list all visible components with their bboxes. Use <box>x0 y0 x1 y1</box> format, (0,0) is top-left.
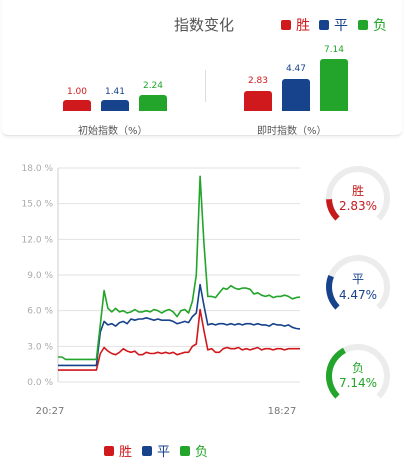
legend-square-icon <box>180 445 191 456</box>
line-chart: 0.0 % 3.0 % 6.0 % 9.0 % 12.0 % 15.0 % 18.0 % 20… <box>22 164 301 417</box>
x-tick-label: 18:27 <box>268 406 297 417</box>
bar-value-label: 2.83 <box>247 76 269 86</box>
bar-value-label: 1.00 <box>66 87 88 97</box>
page-title: 指数变化 <box>174 16 235 34</box>
legend-square-icon <box>104 445 114 456</box>
y-tick-label: 12.0 % <box>22 235 54 245</box>
summary-card: 指数变化 胜 平 负 1.00 1.41 2.24 初始指数（%） 2.83 4… <box>2 0 402 137</box>
gauge-label: 平 <box>351 272 364 286</box>
gauge-label: 胜 <box>351 184 364 198</box>
y-tick-label: 3.0 % <box>27 342 53 352</box>
legend-label: 胜 <box>296 18 310 34</box>
gauge-loss <box>326 344 390 399</box>
gauge-value: 7.14% <box>338 376 378 390</box>
gauge-fill <box>326 274 340 310</box>
bar-value-label: 1.41 <box>104 87 126 97</box>
y-tick-label: 6.0 % <box>27 307 53 317</box>
y-tick-label: 18.0 % <box>22 164 54 174</box>
legend-item-loss[interactable]: 负 <box>180 441 208 460</box>
bar-initial-loss <box>139 95 167 111</box>
gauge-value: 4.47% <box>338 288 378 302</box>
legend-label: 负 <box>195 445 209 460</box>
group-label-initial: 初始指数（%） <box>78 126 148 137</box>
gauge-draw <box>326 255 390 310</box>
y-tick-label: 0.0 % <box>27 378 53 388</box>
gauge-fill <box>326 347 346 399</box>
legend-win[interactable]: 胜 <box>281 15 310 35</box>
group-label-live: 即时指数（%） <box>257 126 327 137</box>
bar-value-label: 7.14 <box>323 45 345 55</box>
y-tick-label: 9.0 % <box>27 271 53 281</box>
legend-draw[interactable]: 平 <box>319 15 348 35</box>
legend-square-icon <box>142 445 153 456</box>
gauge-win <box>326 166 390 221</box>
legend-square-icon <box>319 20 329 30</box>
legend-loss[interactable]: 负 <box>358 15 387 35</box>
legend-label: 胜 <box>119 445 133 460</box>
bar-value-label: 4.47 <box>285 64 307 74</box>
series-line-2 <box>58 175 301 361</box>
bar-live-win <box>244 91 272 111</box>
gauge-value: 2.83% <box>338 199 378 213</box>
bar-value-label: 2.24 <box>142 81 164 91</box>
legend-label: 平 <box>334 18 348 34</box>
legend-square-icon <box>281 20 291 30</box>
gauge-label: 负 <box>351 361 364 375</box>
series-line-0 <box>58 308 300 371</box>
legend-item-draw[interactable]: 平 <box>142 441 170 460</box>
divider <box>205 70 206 102</box>
legend-label: 负 <box>373 18 387 34</box>
legend-item-win[interactable]: 胜 <box>104 441 132 460</box>
gauge-fill <box>326 198 340 221</box>
bar-live-draw <box>282 79 310 111</box>
bar-live-loss <box>320 59 348 111</box>
x-tick-label: 20:27 <box>36 406 65 417</box>
legend-square-icon <box>358 20 368 30</box>
chart-legend: 胜 平 负 <box>104 441 218 460</box>
bar-initial-draw <box>101 100 129 111</box>
y-tick-label: 15.0 % <box>22 200 54 210</box>
legend-label: 平 <box>157 445 171 460</box>
bar-initial-win <box>63 100 91 111</box>
